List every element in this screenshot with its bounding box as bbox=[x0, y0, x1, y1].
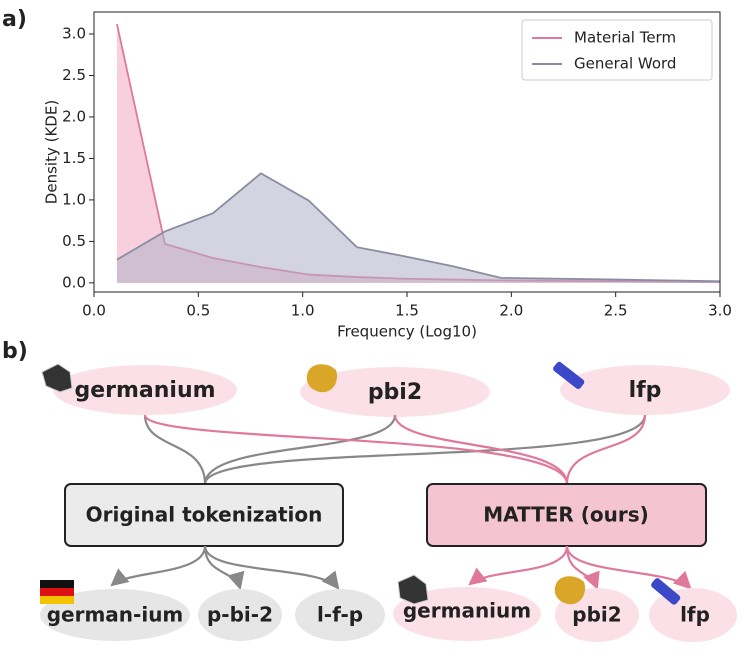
link bbox=[143, 414, 207, 485]
y-axis-label: Density (KDE) bbox=[43, 100, 61, 204]
x-tick-label: 2.0 bbox=[499, 302, 523, 320]
y-tick-label: 1.5 bbox=[62, 149, 86, 167]
x-tick-label: 0.5 bbox=[186, 302, 210, 320]
output-bubble bbox=[295, 589, 385, 641]
pbi2-icon bbox=[554, 576, 586, 605]
lfp-icon bbox=[651, 578, 681, 605]
method-label: Original tokenization bbox=[86, 503, 323, 527]
arrow bbox=[565, 545, 600, 591]
x-tick-label: 2.5 bbox=[604, 302, 628, 320]
germanium-icon bbox=[397, 574, 429, 605]
lfp-icon bbox=[553, 361, 585, 389]
input-bubble bbox=[560, 365, 730, 415]
x-tick-label: 1.0 bbox=[291, 302, 315, 320]
y-tick-label: 1.0 bbox=[62, 190, 86, 208]
link bbox=[203, 414, 647, 485]
arrow bbox=[468, 545, 569, 586]
input-bubble bbox=[300, 367, 490, 417]
output-bubble bbox=[198, 589, 282, 641]
x-tick-label: 3.0 bbox=[708, 302, 732, 320]
flag-icon bbox=[40, 580, 74, 588]
germanium-icon bbox=[41, 363, 73, 393]
output-word: lfp bbox=[680, 603, 710, 627]
pbi2-icon bbox=[306, 364, 338, 393]
panel-label: b) bbox=[2, 339, 28, 364]
link bbox=[393, 414, 569, 485]
arrow bbox=[203, 545, 340, 590]
legend-box bbox=[521, 19, 713, 81]
y-tick-label: 2.0 bbox=[62, 107, 86, 125]
output-word: l-f-p bbox=[317, 603, 363, 627]
input-word: germanium bbox=[74, 378, 215, 403]
input-bubble bbox=[53, 365, 237, 415]
x-tick-label: 0.0 bbox=[82, 302, 106, 320]
output-word: p-bi-2 bbox=[207, 603, 273, 627]
y-tick-label: 2.5 bbox=[62, 66, 86, 84]
input-word: pbi2 bbox=[368, 380, 422, 405]
method-label: MATTER (ours) bbox=[483, 503, 649, 527]
output-word: pbi2 bbox=[572, 603, 621, 627]
link bbox=[565, 414, 647, 485]
input-word: lfp bbox=[629, 378, 662, 403]
series-line bbox=[116, 172, 721, 283]
output-word: german-ium bbox=[47, 603, 184, 627]
legend-label: General Word bbox=[574, 55, 676, 73]
y-tick-label: 0.0 bbox=[62, 273, 86, 291]
kde-chart: 0.0 0.5 1.0 1.5 2.0 2.5 3.0 0.0 0.5 1.0 1.5 2.0 2.5 3… bbox=[43, 11, 732, 341]
flag-icon bbox=[40, 596, 74, 604]
y-tick-label: 0.5 bbox=[62, 232, 86, 250]
output-bubble bbox=[393, 587, 541, 641]
link bbox=[203, 414, 397, 485]
output-word: germanium bbox=[403, 599, 531, 623]
y-tick-label: 3.0 bbox=[62, 24, 86, 42]
x-tick-label: 1.5 bbox=[395, 302, 419, 320]
arrow bbox=[203, 545, 245, 591]
area-fill bbox=[116, 173, 721, 283]
x-axis-label: Frequency (Log10) bbox=[337, 323, 477, 341]
arrow bbox=[110, 545, 207, 587]
output-bubble bbox=[40, 589, 190, 641]
diagram: germanium pbi2 lfp Original tokenization… bbox=[40, 361, 737, 642]
panel-label: a) bbox=[2, 7, 27, 32]
legend-label: Material Term bbox=[574, 29, 676, 47]
link bbox=[143, 414, 569, 485]
arrow bbox=[565, 545, 692, 590]
flag-icon bbox=[40, 588, 74, 596]
